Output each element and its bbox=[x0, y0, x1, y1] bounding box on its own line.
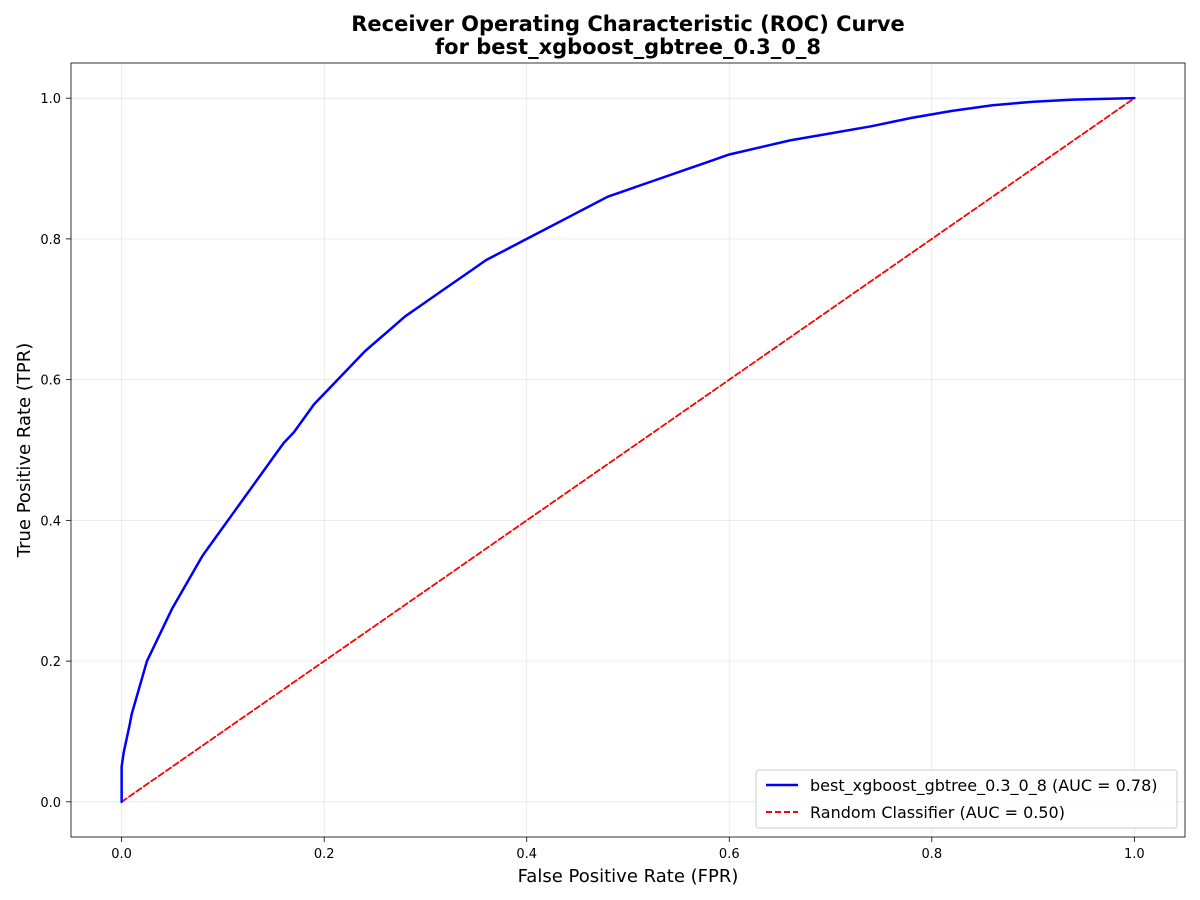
y-tick-label: 0.6 bbox=[40, 374, 61, 389]
chart-title-line-2: for best_xgboost_gbtree_0.3_0_8 bbox=[435, 35, 821, 59]
y-tick-label: 0.8 bbox=[40, 233, 61, 248]
legend-label-random-classifier: Random Classifier (AUC = 0.50) bbox=[810, 803, 1065, 822]
y-tick-label: 0.4 bbox=[40, 514, 61, 529]
x-tick-label: 0.0 bbox=[111, 847, 132, 862]
y-axis-label: True Positive Rate (TPR) bbox=[14, 343, 35, 558]
legend: best_xgboost_gbtree_0.3_0_8 (AUC = 0.78)… bbox=[755, 769, 1178, 829]
roc-curve-line bbox=[120, 96, 1136, 804]
x-tick-label: 0.6 bbox=[719, 847, 740, 862]
x-axis-ticks: 0.0 0.2 0.4 0.6 0.8 1.0 bbox=[111, 837, 1145, 862]
x-tick-label: 0.8 bbox=[921, 847, 942, 862]
chart-title-line-1: Receiver Operating Characteristic (ROC) … bbox=[351, 12, 905, 36]
y-tick-label: 0.0 bbox=[40, 796, 61, 811]
plot-series bbox=[120, 96, 1136, 804]
plot-frame bbox=[70, 62, 1186, 838]
x-tick-label: 1.0 bbox=[1124, 847, 1145, 862]
legend-box bbox=[755, 769, 1178, 829]
x-tick-label: 0.4 bbox=[516, 847, 537, 862]
x-tick-label: 0.2 bbox=[314, 847, 335, 862]
y-axis-ticks: 0.0 0.2 0.4 0.6 0.8 1.0 bbox=[40, 92, 71, 811]
random-classifier-line bbox=[120, 97, 1136, 803]
grid-lines bbox=[71, 63, 1185, 837]
y-tick-label: 1.0 bbox=[40, 92, 61, 107]
x-axis-label: False Positive Rate (FPR) bbox=[518, 866, 739, 887]
legend-label-roc-curve: best_xgboost_gbtree_0.3_0_8 (AUC = 0.78) bbox=[810, 776, 1157, 796]
y-tick-label: 0.2 bbox=[40, 655, 61, 670]
